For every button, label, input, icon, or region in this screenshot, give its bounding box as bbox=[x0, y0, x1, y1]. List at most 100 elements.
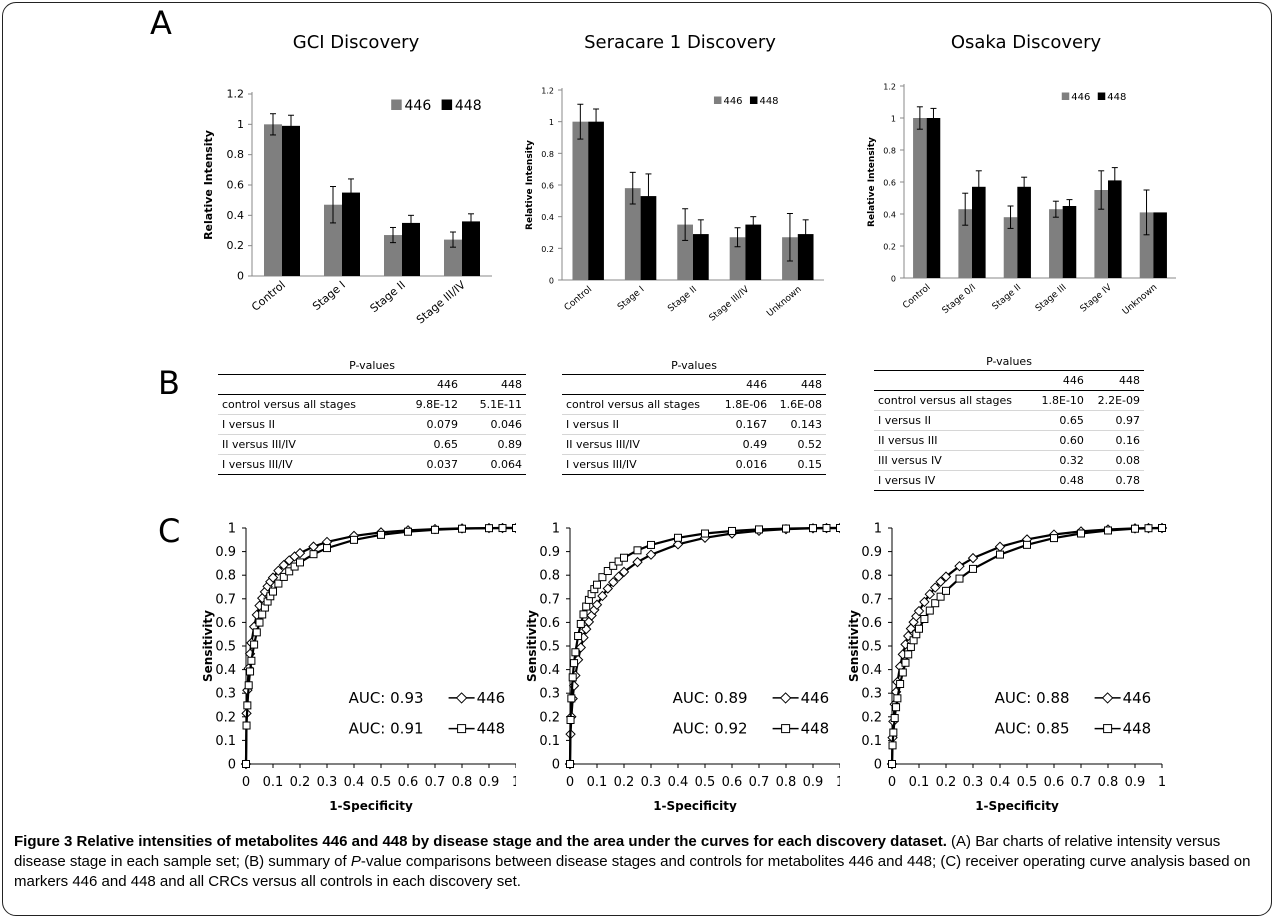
row-label: I versus II bbox=[874, 410, 1032, 431]
roc-point-448 bbox=[809, 524, 817, 533]
roc-point-448 bbox=[247, 656, 256, 665]
roc-point-448 bbox=[1077, 529, 1085, 538]
legend-marker-448 bbox=[1103, 724, 1113, 734]
y-tick-label: 0.3 bbox=[861, 687, 882, 702]
roc-point-448 bbox=[896, 679, 905, 688]
x-tick-label: 1 bbox=[512, 775, 516, 790]
p-value: 0.143 bbox=[771, 414, 826, 435]
bar-448 bbox=[640, 196, 657, 280]
x-tick-label: 0.2 bbox=[290, 775, 311, 790]
pvalue-table-osaka: P-values 446 448 control versus all stage… bbox=[874, 352, 1144, 491]
bar-446 bbox=[958, 209, 972, 278]
legend-swatch-448 bbox=[441, 99, 453, 110]
y-tick-label: 0 bbox=[549, 277, 554, 286]
auc-label-446: AUC: 0.89 bbox=[673, 689, 748, 707]
roc-point-448 bbox=[674, 533, 682, 542]
auc-label-446: AUC: 0.88 bbox=[995, 689, 1070, 707]
y-tick-label: 0.5 bbox=[539, 640, 560, 655]
x-tick-label: 0.4 bbox=[344, 775, 365, 790]
y-tick-label: 0.4 bbox=[539, 663, 560, 678]
roc-point-446 bbox=[954, 560, 965, 572]
roc-point-448 bbox=[323, 544, 331, 553]
p-value: 0.60 bbox=[1031, 430, 1088, 451]
roc-point-446 bbox=[267, 572, 279, 583]
y-tick-label: 0 bbox=[228, 758, 236, 773]
roc-point-448 bbox=[920, 615, 929, 624]
bar-448 bbox=[926, 118, 941, 278]
roc-point-448 bbox=[782, 524, 790, 533]
roc-point-446 bbox=[632, 556, 643, 568]
pvalue-table-gci: P-values 446 448 control versus all stage… bbox=[218, 356, 526, 475]
bar-448 bbox=[693, 234, 709, 280]
table-caption: P-values bbox=[349, 359, 395, 372]
x-category-label: Stage I bbox=[616, 285, 647, 313]
roc-point-448 bbox=[252, 628, 261, 637]
y-tick-label: 0.8 bbox=[227, 148, 245, 161]
y-tick-label: 0.8 bbox=[861, 569, 882, 584]
roc-point-446 bbox=[645, 549, 657, 560]
y-tick-label: 0.5 bbox=[215, 640, 236, 655]
roc-point-446 bbox=[919, 596, 930, 608]
roc-point-446 bbox=[278, 559, 290, 571]
legend-marker-446 bbox=[1101, 692, 1114, 704]
roc-point-448 bbox=[579, 610, 588, 619]
row-label: III versus IV bbox=[874, 450, 1032, 471]
roc-point-448 bbox=[728, 526, 736, 535]
y-tick-label: 0.6 bbox=[227, 179, 245, 192]
y-tick-label: 0.7 bbox=[861, 592, 882, 607]
x-tick-label: 0.8 bbox=[776, 775, 797, 790]
legend-marker-448 bbox=[781, 724, 791, 734]
roc-point-448 bbox=[269, 587, 277, 596]
y-axis-label: Sensitivity bbox=[847, 610, 861, 682]
x-tick-label: 0.3 bbox=[641, 775, 662, 790]
p-value: 0.89 bbox=[462, 434, 526, 455]
legend-swatch-448 bbox=[749, 96, 758, 104]
p-value: 0.48 bbox=[1031, 470, 1088, 491]
p-value: 9.8E-12 bbox=[398, 394, 463, 415]
x-category-label: Stage II bbox=[368, 278, 408, 315]
panel-label-b: B bbox=[158, 364, 180, 402]
y-tick-label: 0.8 bbox=[883, 147, 896, 156]
bar-446 bbox=[913, 118, 927, 278]
roc-point-448 bbox=[1050, 534, 1058, 543]
roc-point-448 bbox=[906, 642, 915, 651]
legend-label-446: 446 bbox=[1071, 92, 1090, 103]
legend-label-448: 448 bbox=[759, 96, 778, 107]
row-label: I versus III/IV bbox=[562, 454, 717, 475]
y-tick-label: 0.6 bbox=[883, 179, 896, 188]
panel-label-a: A bbox=[150, 4, 172, 42]
col-header: 446 bbox=[398, 374, 463, 395]
auc-label-448: AUC: 0.92 bbox=[673, 720, 748, 738]
roc-point-448 bbox=[925, 606, 934, 615]
x-tick-label: 0.7 bbox=[425, 775, 446, 790]
y-tick-label: 1.2 bbox=[227, 88, 245, 101]
x-tick-label: 0.2 bbox=[614, 775, 635, 790]
roc-point-446 bbox=[308, 541, 319, 552]
roc-point-446 bbox=[618, 566, 630, 578]
x-tick-label: 0.6 bbox=[1044, 775, 1065, 790]
roc-point-448 bbox=[377, 530, 385, 539]
chart-title-seracare: Seracare 1 Discovery bbox=[584, 32, 776, 53]
x-category-label: Stage 0/I bbox=[941, 283, 978, 317]
y-tick-label: 0.7 bbox=[215, 592, 236, 607]
x-tick-label: 0.8 bbox=[1098, 775, 1119, 790]
y-tick-label: 1 bbox=[549, 118, 554, 127]
roc-point-446 bbox=[902, 630, 914, 642]
y-tick-label: 0.1 bbox=[215, 734, 236, 749]
panel-label-c: C bbox=[158, 512, 181, 550]
p-value: 1.8E-06 bbox=[716, 394, 772, 415]
legend-label-446: 446 bbox=[723, 96, 742, 107]
x-tick-label: 0.1 bbox=[587, 775, 608, 790]
roc-point-448 bbox=[350, 535, 358, 544]
y-axis-label: Relative Intensity bbox=[525, 140, 535, 230]
y-tick-label: 0.2 bbox=[215, 710, 236, 725]
caption-title: Figure 3 Relative intensities of metabol… bbox=[14, 833, 943, 850]
roc-point-448 bbox=[603, 567, 612, 576]
roc-point-448 bbox=[755, 525, 763, 534]
roc-point-448 bbox=[243, 701, 252, 710]
col-header: 448 bbox=[771, 374, 826, 395]
roc-point-448 bbox=[893, 694, 902, 703]
y-tick-label: 0 bbox=[874, 758, 882, 773]
roc-point-448 bbox=[942, 586, 950, 595]
roc-point-448 bbox=[570, 659, 579, 668]
